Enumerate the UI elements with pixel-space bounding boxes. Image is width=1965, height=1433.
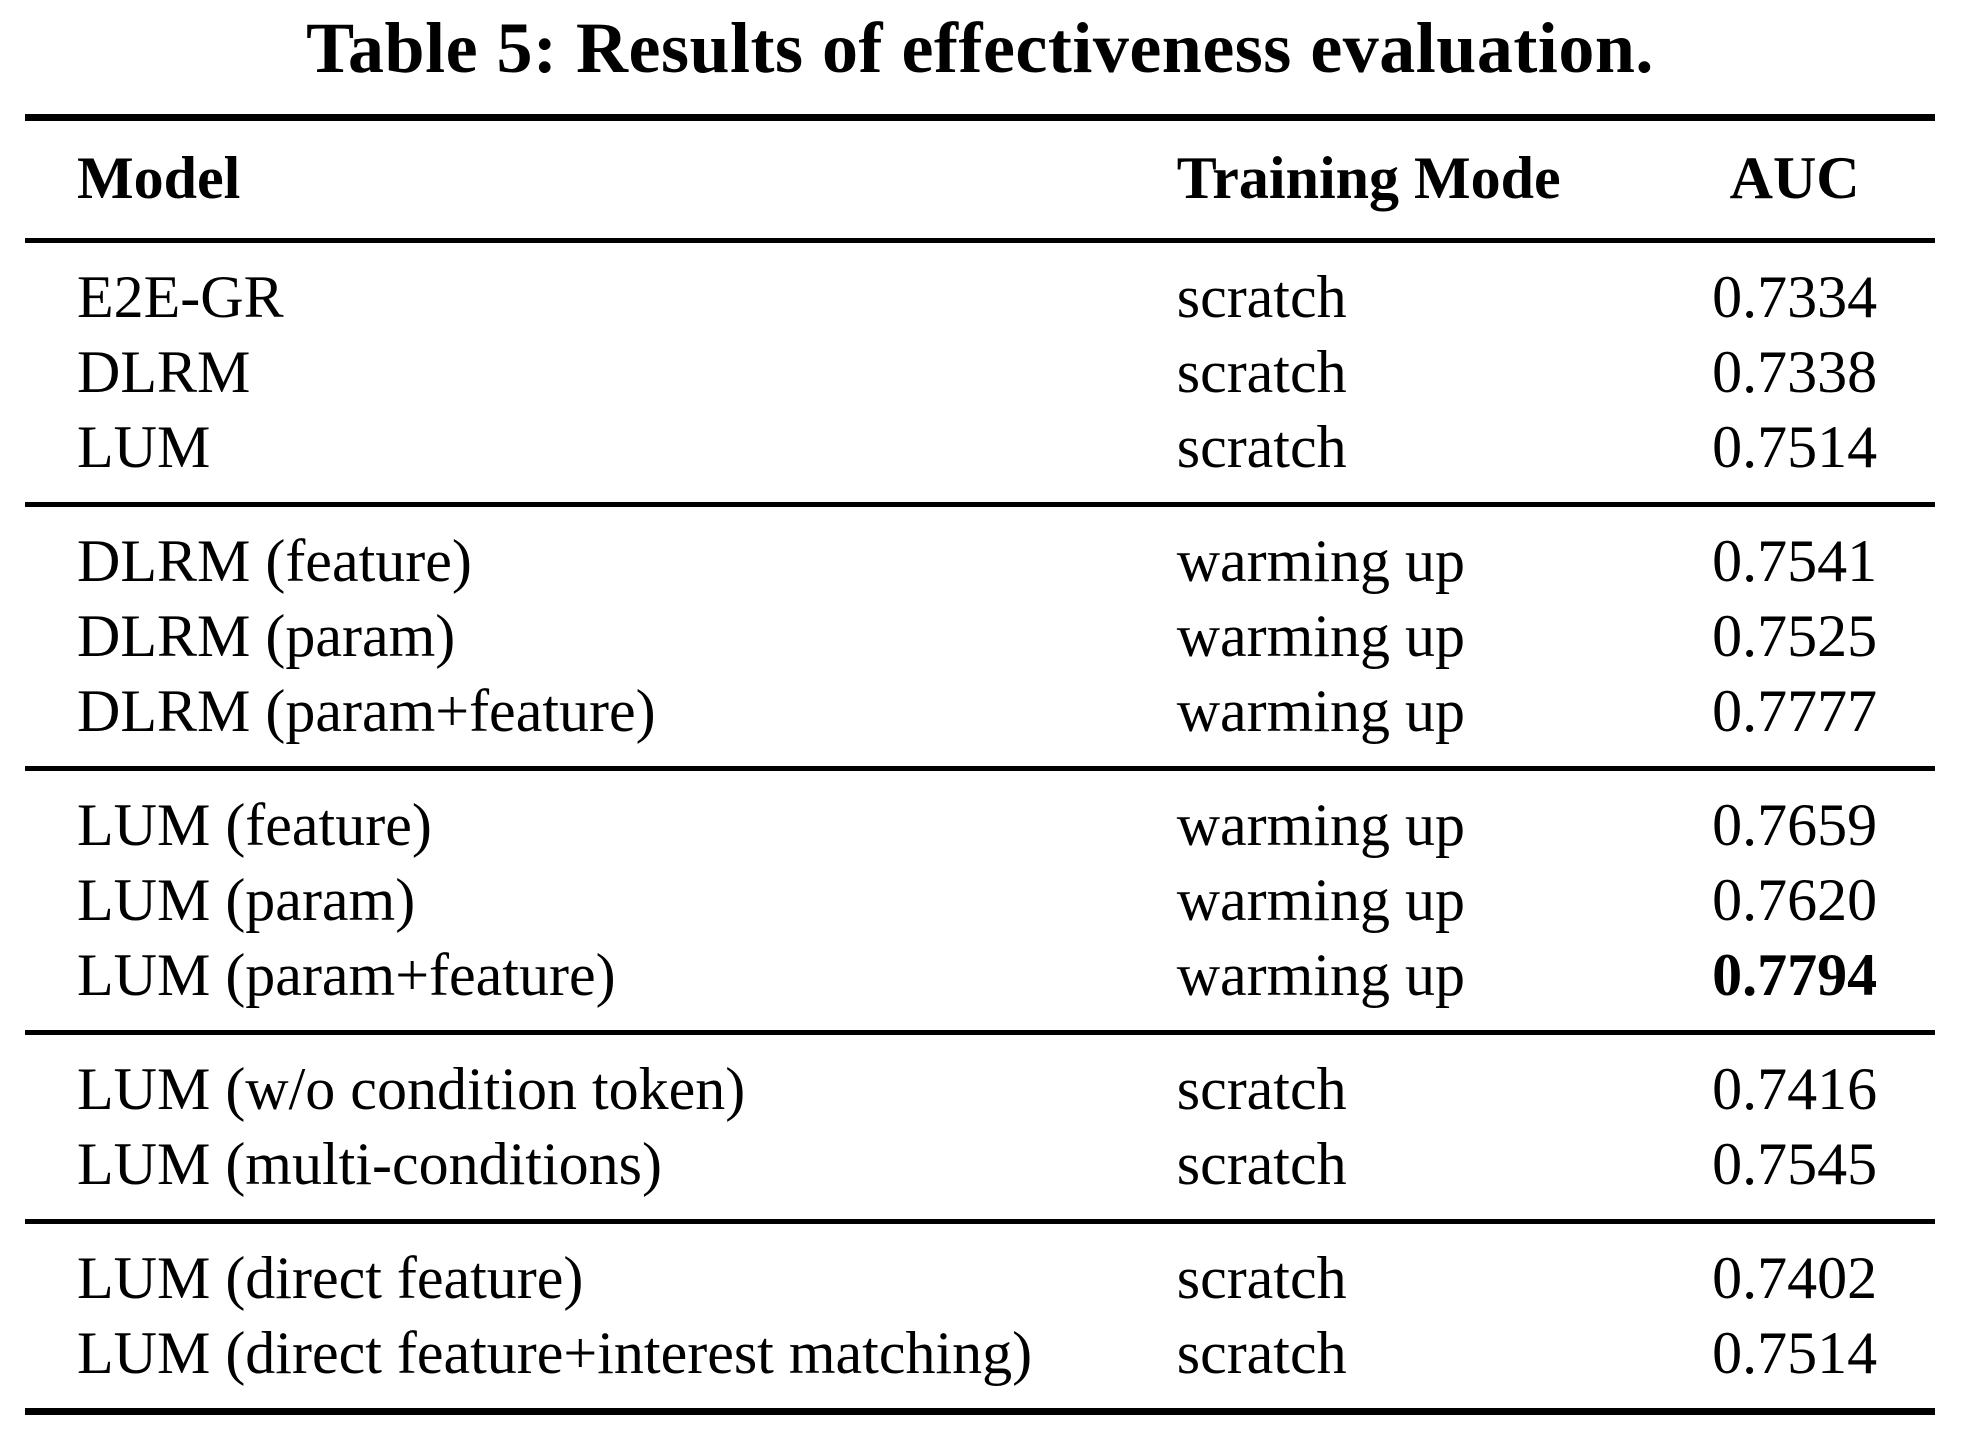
training-mode-cell: scratch: [1176, 264, 1347, 330]
model-cell: LUM: [77, 414, 211, 480]
table-row: LUM (multi-conditions) scratch 0.7545: [25, 1127, 1935, 1222]
table-row: DLRM (param+feature) warming up 0.7777: [25, 674, 1935, 769]
training-mode-cell: warming up: [1176, 792, 1465, 858]
auc-cell: 0.7777: [1712, 678, 1878, 744]
training-mode-cell: scratch: [1176, 414, 1347, 480]
training-mode-cell: warming up: [1176, 942, 1465, 1008]
model-cell: DLRM (param+feature): [77, 678, 656, 744]
table-caption: Table 5: Results of effectiveness evalua…: [306, 8, 1654, 88]
results-table: Model Training Mode AUC E2E-GR scratch 0…: [25, 114, 1935, 1415]
training-mode-cell: scratch: [1176, 1056, 1347, 1122]
paper-table-figure: Table 5: Results of effectiveness evalua…: [25, 0, 1935, 1415]
model-cell: DLRM: [77, 339, 251, 405]
training-mode-cell: scratch: [1176, 1245, 1347, 1311]
auc-cell: 0.7416: [1712, 1056, 1878, 1122]
auc-cell: 0.7525: [1712, 603, 1878, 669]
auc-cell: 0.7514: [1712, 414, 1878, 480]
table-row: LUM (w/o condition token) scratch 0.7416: [25, 1033, 1935, 1128]
model-cell: LUM (direct feature): [77, 1245, 584, 1311]
training-mode-cell: warming up: [1176, 603, 1465, 669]
table-row: LUM (direct feature) scratch 0.7402: [25, 1222, 1935, 1317]
column-header-model: Model: [25, 117, 1177, 243]
table-row: LUM (direct feature+interest matching) s…: [25, 1316, 1935, 1412]
training-mode-cell: scratch: [1176, 1131, 1347, 1197]
auc-cell: 0.7402: [1712, 1245, 1878, 1311]
auc-cell: 0.7541: [1712, 528, 1878, 594]
auc-cell: 0.7334: [1712, 264, 1878, 330]
model-cell: LUM (param): [77, 867, 416, 933]
auc-cell: 0.7338: [1712, 339, 1878, 405]
training-mode-cell: scratch: [1176, 339, 1347, 405]
auc-cell: 0.7794: [1712, 942, 1878, 1008]
model-cell: LUM (direct feature+interest matching): [77, 1320, 1033, 1386]
row-group: DLRM (feature) warming up 0.7541 DLRM (p…: [25, 504, 1935, 769]
table-row: LUM (param+feature) warming up 0.7794: [25, 938, 1935, 1033]
model-cell: LUM (param+feature): [77, 942, 616, 1008]
column-header-training-mode: Training Mode: [1176, 117, 1655, 243]
column-header-auc: AUC: [1654, 117, 1935, 243]
header-row: Model Training Mode AUC: [25, 117, 1935, 243]
training-mode-cell: warming up: [1176, 867, 1465, 933]
auc-cell: 0.7514: [1712, 1320, 1878, 1386]
table-row: DLRM (param) warming up 0.7525: [25, 599, 1935, 674]
table-header: Model Training Mode AUC: [25, 117, 1935, 243]
model-cell: DLRM (feature): [77, 528, 472, 594]
auc-cell: 0.7620: [1712, 867, 1878, 933]
model-cell: LUM (feature): [77, 792, 432, 858]
model-cell: LUM (w/o condition token): [77, 1056, 746, 1122]
row-group: LUM (w/o condition token) scratch 0.7416…: [25, 1032, 1935, 1222]
row-group: LUM (feature) warming up 0.7659 LUM (par…: [25, 768, 1935, 1033]
row-group: E2E-GR scratch 0.7334 DLRM scratch 0.733…: [25, 241, 1935, 505]
training-mode-cell: warming up: [1176, 528, 1465, 594]
training-mode-cell: scratch: [1176, 1320, 1347, 1386]
table-row: DLRM scratch 0.7338: [25, 335, 1935, 410]
table-row: LUM (feature) warming up 0.7659: [25, 769, 1935, 864]
training-mode-cell: warming up: [1176, 678, 1465, 744]
model-cell: DLRM (param): [77, 603, 456, 669]
table-row: LUM (param) warming up 0.7620: [25, 863, 1935, 938]
model-cell: LUM (multi-conditions): [77, 1131, 662, 1197]
table-row: E2E-GR scratch 0.7334: [25, 241, 1935, 336]
row-group: LUM (direct feature) scratch 0.7402 LUM …: [25, 1221, 1935, 1412]
auc-cell: 0.7545: [1712, 1131, 1878, 1197]
auc-cell: 0.7659: [1712, 792, 1878, 858]
model-cell: E2E-GR: [77, 264, 284, 330]
table-row: DLRM (feature) warming up 0.7541: [25, 505, 1935, 600]
table-row: LUM scratch 0.7514: [25, 410, 1935, 505]
